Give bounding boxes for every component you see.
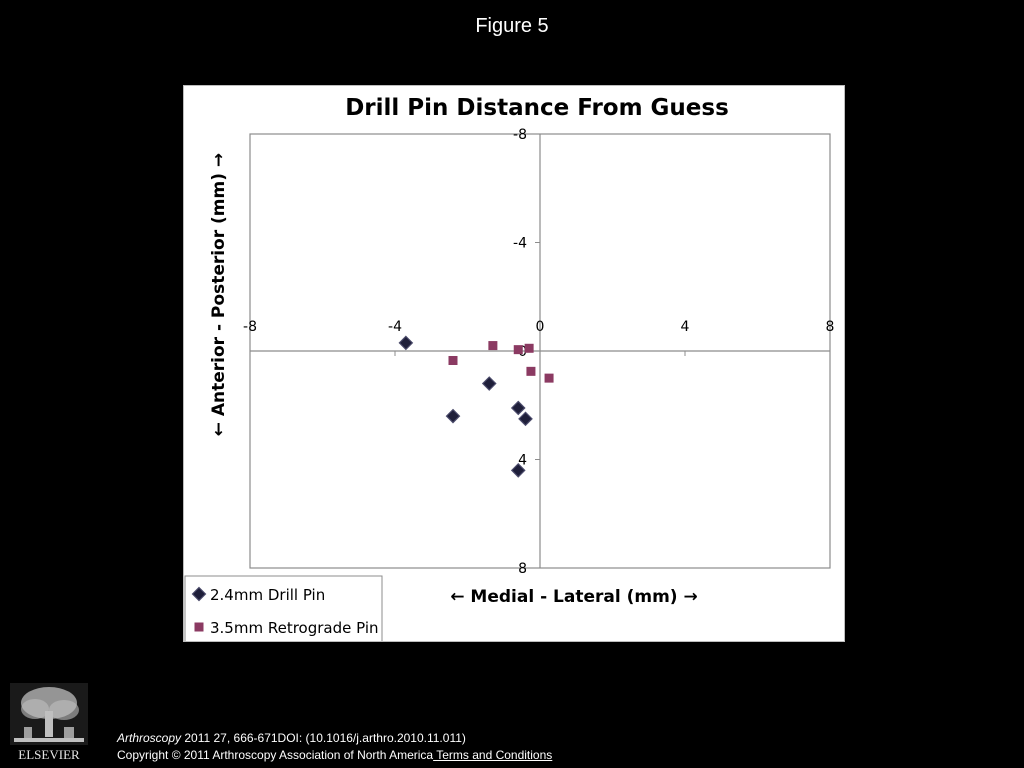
drill-pin-point xyxy=(398,335,414,351)
legend-marker-square xyxy=(194,622,204,632)
citation-ref: 2011 27, 666-671DOI: (10.1016/j.arthro.2… xyxy=(181,731,466,745)
y-tick-label: -4 xyxy=(513,236,527,252)
x-tick-label: -8 xyxy=(243,319,257,335)
retrograde-pin-point xyxy=(526,366,536,376)
figure-label: Figure 5 xyxy=(475,15,549,37)
retrograde-pin-point xyxy=(488,341,498,351)
y-tick-label: 4 xyxy=(518,453,527,469)
elsevier-wordmark: ELSEVIER xyxy=(18,747,80,762)
legend-box xyxy=(184,575,383,641)
legend-label: 3.5mm Retrograde Pin xyxy=(210,619,379,637)
drill-pin-point xyxy=(481,376,497,391)
x-tick-label: -4 xyxy=(388,319,402,335)
citation-block: Arthroscopy 2011 27, 666-671DOI: (10.101… xyxy=(117,730,552,764)
legend-label: 2.4mm Drill Pin xyxy=(210,586,325,604)
drill-pin-point xyxy=(510,400,526,416)
y-tick-label: -8 xyxy=(513,127,527,143)
copyright-line: Copyright © 2011 Arthroscopy Association… xyxy=(117,747,552,764)
x-axis-label: ← Medial - Lateral (mm) → xyxy=(450,587,698,607)
x-tick-label: 4 xyxy=(681,319,690,335)
x-tick-label: 0 xyxy=(536,319,545,335)
retrograde-pin-point xyxy=(524,343,534,353)
copyright-text: Copyright © 2011 Arthroscopy Association… xyxy=(117,748,434,762)
retrograde-pin-point xyxy=(544,373,554,383)
journal-name: Arthroscopy xyxy=(117,731,182,745)
drill-pin-point xyxy=(510,463,526,478)
retrograde-pin-point xyxy=(448,355,458,365)
chart-title: Drill Pin Distance From Guess xyxy=(345,95,729,121)
drill-pin-point xyxy=(518,411,533,427)
citation-line: Arthroscopy 2011 27, 666-671DOI: (10.101… xyxy=(117,730,552,747)
x-tick-label: 8 xyxy=(826,319,835,335)
y-axis-label: ← Anterior - Posterior (mm) → xyxy=(209,153,229,436)
elsevier-logo: ELSEVIER xyxy=(10,683,88,762)
y-tick-label: 8 xyxy=(518,561,527,577)
legend-marker-diamond xyxy=(191,586,207,602)
retrograde-pin-point xyxy=(513,345,523,355)
terms-link[interactable]: Terms and Conditions xyxy=(433,748,553,762)
drill-pin-point xyxy=(445,408,461,424)
